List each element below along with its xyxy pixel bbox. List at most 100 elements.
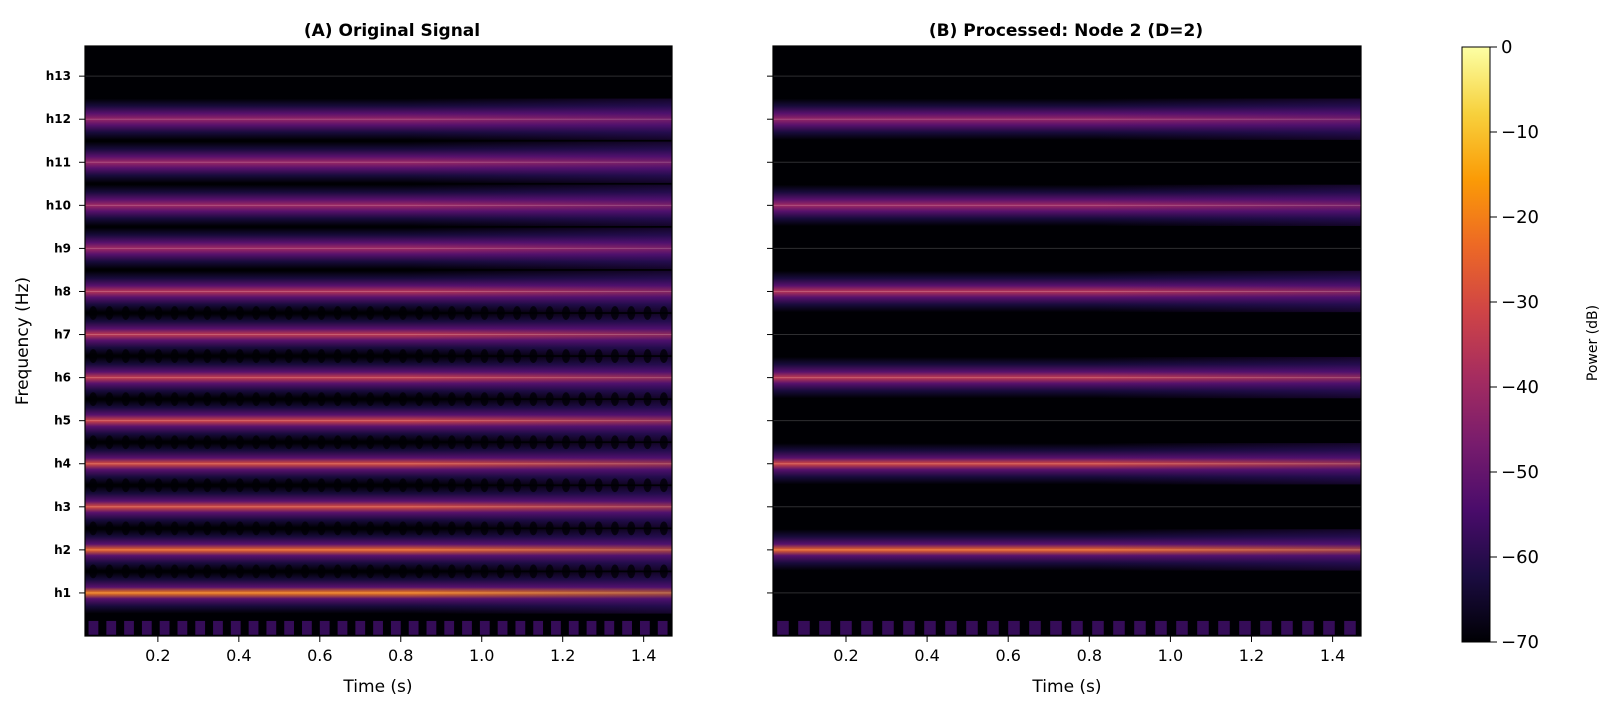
panel-a-x-axis-label: Time (s) — [342, 677, 412, 697]
colorbar-label: Power (dB) — [1585, 305, 1601, 381]
interference-dot — [643, 478, 652, 493]
interference-dot — [447, 435, 456, 450]
x-tick-label: 0.4 — [226, 646, 251, 665]
interference-dot — [398, 435, 407, 450]
interference-dot — [659, 435, 668, 450]
interference-dot — [284, 564, 293, 579]
panel-a-y-axis-label: Frequency (Hz) — [13, 277, 33, 405]
low-frequency-speckle — [903, 620, 915, 635]
low-frequency-speckle — [586, 620, 597, 635]
interference-dot — [105, 306, 114, 320]
low-frequency-speckle — [141, 620, 152, 635]
interference-dot — [105, 478, 114, 493]
interference-dot — [366, 435, 375, 450]
interference-dot — [545, 392, 554, 407]
interference-dot — [529, 435, 538, 450]
interference-dot — [284, 435, 293, 450]
colorbar-gradient — [1461, 46, 1491, 643]
interference-dot — [138, 435, 147, 450]
interference-dot — [170, 435, 179, 450]
x-tick-label: 0.8 — [1077, 646, 1102, 665]
low-frequency-speckle — [777, 620, 789, 635]
low-frequency-speckle — [408, 620, 419, 635]
low-frequency-speckle — [1029, 620, 1041, 635]
interference-dot — [350, 349, 359, 363]
interference-dot — [415, 306, 424, 320]
low-frequency-speckle — [159, 620, 170, 635]
interference-dot — [268, 435, 277, 450]
interference-dot — [121, 306, 130, 320]
interference-dot — [562, 521, 571, 536]
low-frequency-speckle — [639, 620, 650, 635]
band-decay-overlay — [407, 141, 672, 183]
interference-dot — [610, 521, 619, 536]
interference-dot — [513, 521, 522, 536]
panel-b-y-ticks — [767, 75, 773, 594]
interference-dot — [627, 349, 636, 363]
interference-dot — [578, 349, 587, 363]
interference-dot — [496, 349, 505, 363]
low-frequency-speckle — [1008, 620, 1020, 635]
interference-dot — [431, 564, 440, 579]
y-tick-label: h2 — [54, 543, 71, 557]
interference-dot — [659, 392, 668, 407]
interference-dot — [415, 478, 424, 493]
interference-dot — [464, 306, 473, 320]
interference-dot — [186, 564, 195, 579]
interference-dot — [350, 564, 359, 579]
interference-dot — [317, 478, 326, 493]
interference-dot — [366, 521, 375, 536]
y-tick-label: h13 — [46, 69, 71, 83]
low-frequency-speckle — [945, 620, 957, 635]
interference-dot — [252, 564, 261, 579]
interference-dot — [154, 349, 163, 363]
low-frequency-speckle — [355, 620, 366, 635]
interference-dot — [578, 392, 587, 407]
panel-processed-signal: (B) Processed: Node 2 (D=2) 0.2 0.4 0.6 0.8… — [767, 21, 1362, 697]
interference-dot — [529, 521, 538, 536]
low-frequency-speckle — [319, 620, 330, 635]
low-frequency-speckle — [302, 620, 312, 635]
interference-dot — [398, 478, 407, 493]
interference-dot — [480, 392, 489, 407]
interference-dot — [121, 564, 130, 579]
interference-dot — [138, 349, 147, 363]
interference-dot — [562, 435, 571, 450]
interference-dot — [627, 478, 636, 493]
interference-dot — [578, 564, 587, 579]
interference-dot — [513, 306, 522, 320]
interference-dot — [154, 478, 163, 493]
interference-dot — [447, 521, 456, 536]
panel-b-grid — [773, 75, 1361, 594]
interference-dot — [317, 306, 326, 320]
panel-a-grid — [85, 75, 672, 594]
interference-dot — [627, 306, 636, 320]
interference-dot — [464, 478, 473, 493]
low-frequency-speckle — [1092, 620, 1104, 635]
interference-dot — [170, 306, 179, 320]
interference-dot — [643, 435, 652, 450]
interference-dot — [431, 521, 440, 536]
interference-dot — [398, 521, 407, 536]
interference-dot — [301, 306, 310, 320]
x-tick-label: 0.8 — [388, 646, 413, 665]
interference-dot — [415, 521, 424, 536]
low-frequency-speckle — [1134, 620, 1146, 635]
low-frequency-speckle — [444, 620, 455, 635]
band-decay-overlay — [407, 270, 672, 313]
low-frequency-speckle — [497, 620, 508, 635]
interference-dot — [578, 435, 587, 450]
interference-dot — [235, 521, 244, 536]
x-tick-label: 0.6 — [995, 646, 1020, 665]
interference-dot — [333, 435, 342, 450]
interference-dot — [105, 521, 114, 536]
x-tick-label: 0.4 — [914, 646, 939, 665]
interference-dot — [594, 435, 603, 450]
low-frequency-speckle — [551, 620, 561, 635]
interference-dot — [447, 564, 456, 579]
low-frequency-speckle — [1323, 620, 1335, 635]
colorbar-tick-label: −20 — [1501, 207, 1539, 228]
colorbar-tick-label: −10 — [1501, 122, 1539, 143]
interference-dot — [268, 306, 277, 320]
interference-dot — [317, 349, 326, 363]
